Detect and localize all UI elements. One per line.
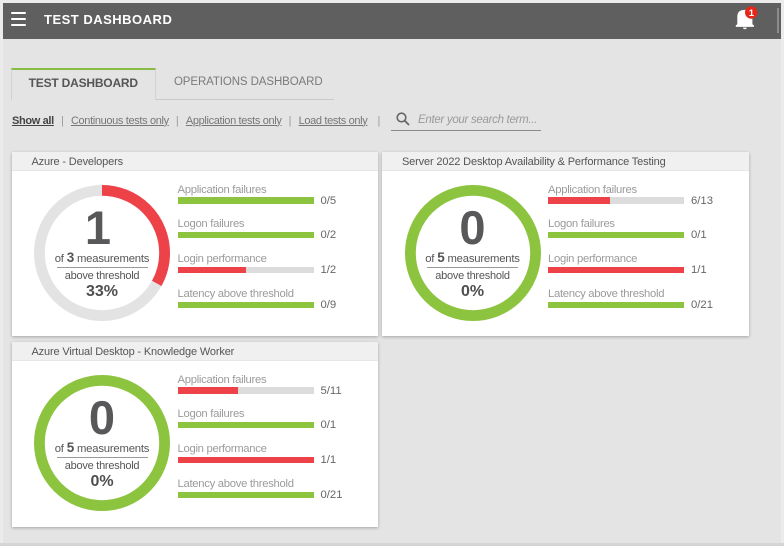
svg-text:1: 1 [749,8,755,19]
